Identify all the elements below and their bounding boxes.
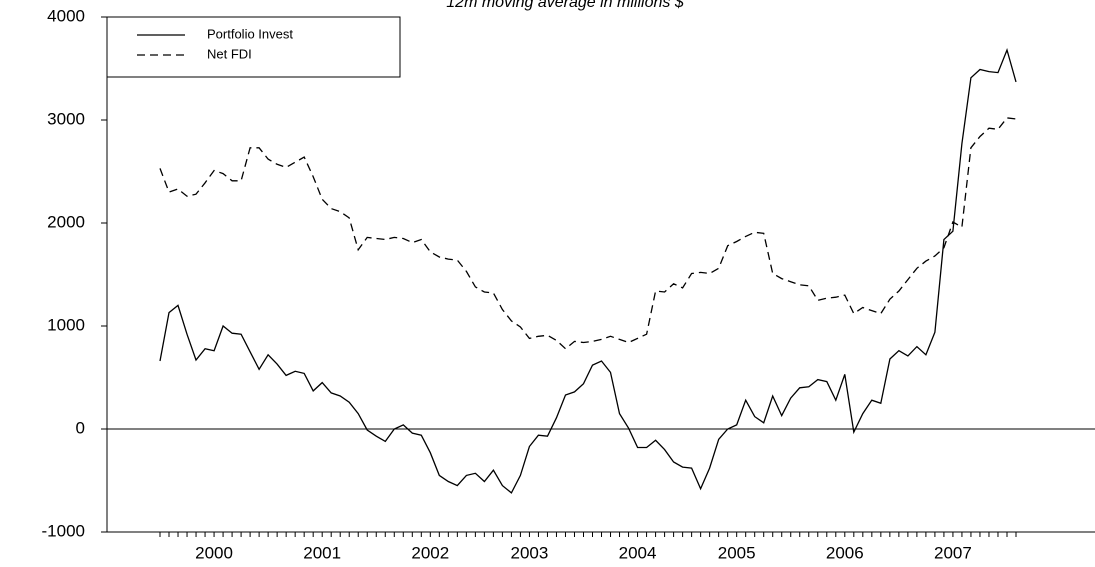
x-tick-label: 2007: [934, 543, 972, 562]
series-line: [159, 47, 1017, 494]
x-tick-label: 2002: [411, 543, 449, 562]
x-tick-label: 2004: [619, 543, 657, 562]
x-tick-label: 2006: [826, 543, 864, 562]
y-tick-label: 4000: [47, 6, 85, 25]
y-tick-label: -1000: [42, 521, 85, 540]
y-tick-label: 0: [76, 418, 85, 437]
legend-label: Portfolio Invest: [207, 26, 293, 41]
y-tick-label: 3000: [47, 109, 85, 128]
x-tick-label: 2003: [511, 543, 549, 562]
y-tick-label: 1000: [47, 315, 85, 334]
x-tick-label: 2005: [718, 543, 756, 562]
chart-title: 12m moving average in millions $: [446, 0, 685, 11]
x-tick-label: 2001: [303, 543, 341, 562]
x-tick-label: 2000: [195, 543, 233, 562]
y-tick-label: 2000: [47, 212, 85, 231]
series-line: [159, 117, 1017, 350]
legend-box: [106, 16, 401, 78]
legend-label: Net FDI: [207, 46, 252, 61]
